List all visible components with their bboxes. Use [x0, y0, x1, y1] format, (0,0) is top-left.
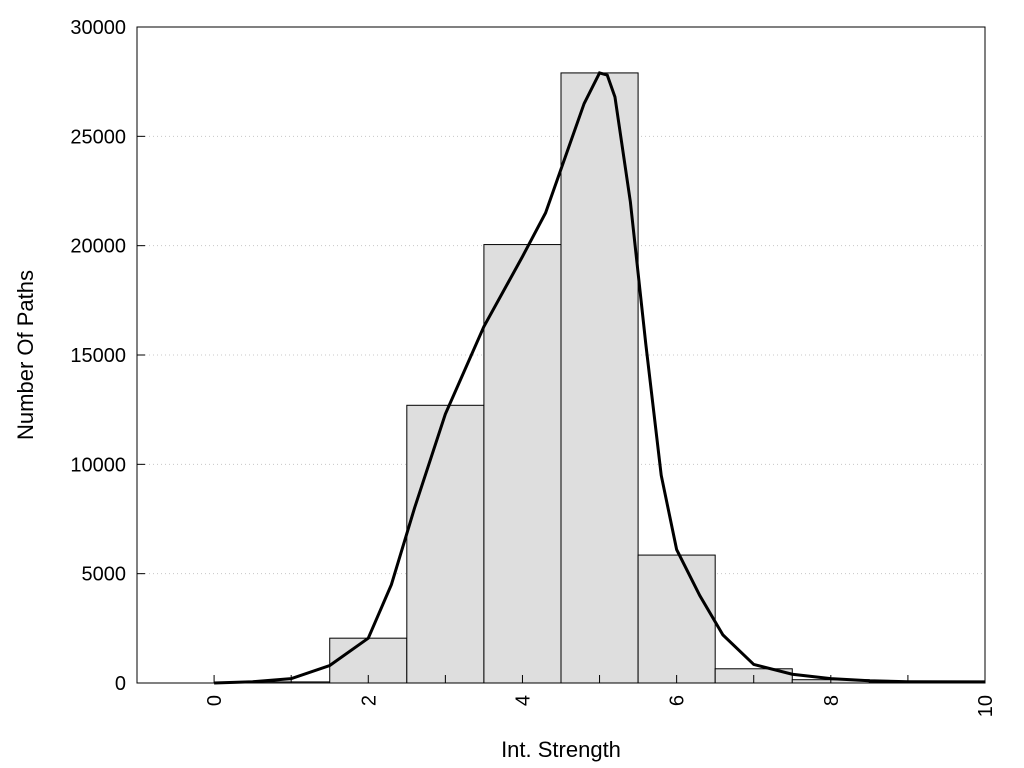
y-tick-label: 10000 — [70, 454, 126, 476]
histogram-bars — [252, 72, 947, 684]
histogram-bar — [406, 404, 485, 684]
x-tick-label: 4 — [512, 695, 534, 706]
y-tick-label: 30000 — [70, 17, 126, 39]
y-axis-title: Number Of Paths — [13, 270, 38, 440]
y-tick-label: 0 — [115, 673, 126, 695]
y-tick-label: 5000 — [82, 564, 127, 586]
x-tick-label: 0 — [204, 695, 226, 706]
histogram-bar — [483, 244, 562, 684]
y-tick-label: 25000 — [70, 126, 126, 148]
y-tick-label: 15000 — [70, 345, 126, 367]
histogram-bar — [637, 554, 716, 684]
x-tick-label: 6 — [667, 695, 689, 706]
distribution-curve — [214, 71, 986, 685]
y-tick-label: 20000 — [70, 236, 126, 258]
y-axis-ticks: 0 5000 10000 15000 20000 25000 30000 — [70, 17, 145, 695]
x-tick-label: 8 — [821, 695, 843, 706]
x-tick-label: 10 — [975, 695, 997, 717]
x-axis-title: Int. Strength — [501, 737, 621, 762]
x-axis-ticks: 0 2 4 6 8 10 — [204, 675, 997, 717]
x-tick-label: 2 — [358, 695, 380, 706]
histogram-bar — [560, 72, 639, 684]
